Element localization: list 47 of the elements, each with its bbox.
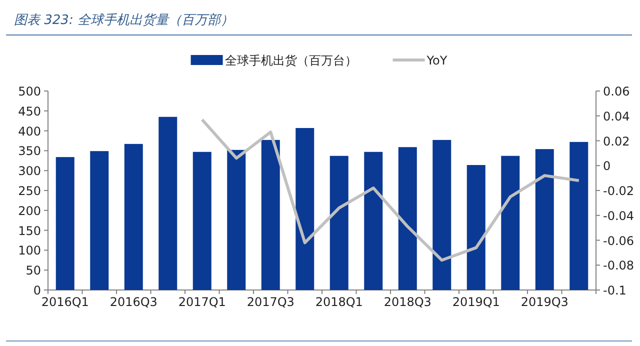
- x-tick-label: 2018Q1: [315, 295, 363, 309]
- bar: [90, 151, 109, 290]
- x-tick-label: 2018Q3: [384, 295, 432, 309]
- x-tick-label: 2016Q3: [110, 295, 158, 309]
- y-tick-label: 450: [18, 104, 41, 118]
- bar: [535, 149, 554, 290]
- y2-tick-label: 0.02: [603, 134, 630, 148]
- bar: [364, 152, 383, 290]
- bar: [227, 150, 246, 290]
- bar: [466, 165, 486, 290]
- bar: [192, 152, 212, 290]
- bar: [56, 157, 74, 290]
- y2-tick-label: -0.08: [603, 258, 634, 273]
- bar: [124, 144, 143, 290]
- x-tick-label: 2017Q1: [178, 295, 226, 309]
- legend-label: YoY: [426, 54, 448, 68]
- y2-tick-label: 0.06: [603, 84, 630, 98]
- y-tick-label: 50: [26, 264, 41, 278]
- y2-tick-label: -0.06: [603, 234, 634, 248]
- y-tick-label: 250: [18, 184, 41, 198]
- y-tick-label: 500: [18, 84, 41, 98]
- y-tick-label: 100: [18, 244, 41, 258]
- x-tick-label: 2016Q1: [41, 295, 89, 309]
- y-tick-label: 200: [18, 204, 41, 218]
- y2-tick-label: 0.04: [603, 109, 630, 124]
- y-tick-label: 300: [18, 164, 41, 178]
- bar: [261, 140, 280, 290]
- bar: [398, 147, 417, 290]
- bar: [296, 128, 314, 290]
- y-tick-label: 0: [33, 284, 41, 298]
- bar: [432, 140, 452, 290]
- y-tick-label: 400: [18, 124, 41, 138]
- y2-tick-label: -0.02: [603, 184, 634, 198]
- y2-tick-label: -0.04: [603, 208, 634, 223]
- y-tick-label: 150: [18, 224, 41, 238]
- y2-tick-label: -0.1: [603, 284, 626, 298]
- x-tick-label: 2019Q1: [452, 295, 500, 309]
- y2-tick-label: 0: [603, 159, 611, 174]
- y-tick-label: 350: [18, 144, 41, 158]
- bar: [501, 156, 520, 290]
- legend-label: 全球手机出货（百万台）: [224, 54, 357, 68]
- x-tick-label: 2019Q3: [520, 295, 568, 309]
- bar: [330, 156, 348, 290]
- bar: [158, 116, 178, 290]
- x-tick-label: 2017Q3: [246, 295, 294, 309]
- chart-title: 图表 323: 全球手机出货量（百万部）: [14, 13, 234, 28]
- bar: [570, 142, 588, 290]
